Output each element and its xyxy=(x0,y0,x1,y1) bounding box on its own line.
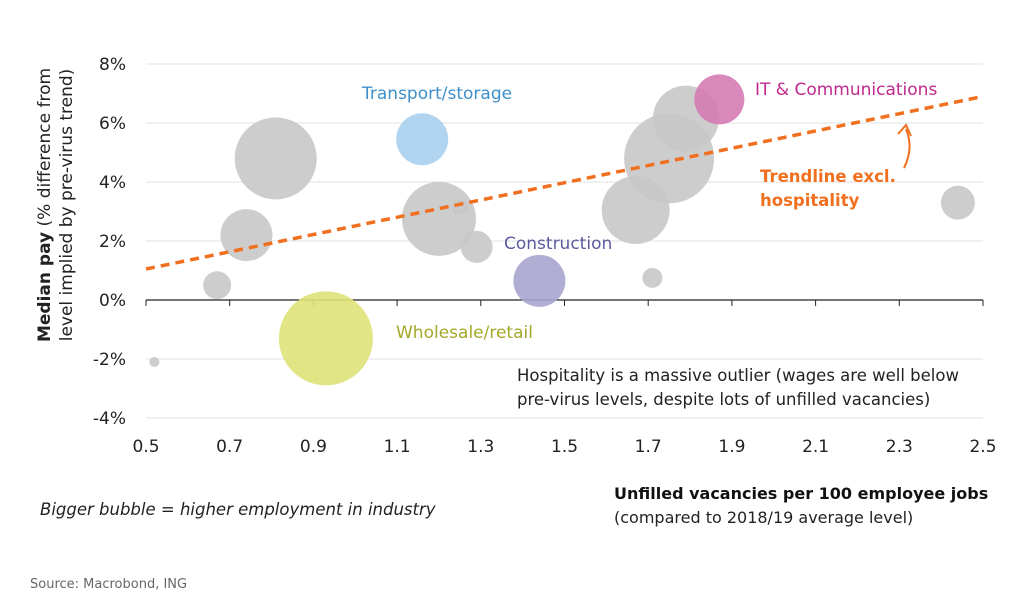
trend-arrow-icon xyxy=(903,128,911,169)
x-tick-label: 2.1 xyxy=(802,437,829,457)
y-axis-title-line2: level implied by pre-virus trend) xyxy=(57,69,77,342)
x-tick-labels: 0.5 0.7 0.9 1.1 1.3 1.5 1.7 1.9 2.1 2.3 2.5 xyxy=(132,437,996,457)
bubble-it-communications xyxy=(694,74,745,125)
x-tick-label: 1.9 xyxy=(718,437,745,457)
source-note: Source: Macrobond, ING xyxy=(30,577,187,592)
x-tick-label: 1.5 xyxy=(551,437,578,457)
x-tick-label: 0.5 xyxy=(132,437,159,457)
trendline-label-line2: hospitality xyxy=(760,191,860,210)
bubble xyxy=(451,199,468,216)
label-construction: Construction xyxy=(504,234,612,254)
x-tick-label: 2.3 xyxy=(886,437,913,457)
bubble xyxy=(940,185,975,220)
y-tick-labels: 8% 6% 4% 2% 0% -2% -4% xyxy=(93,55,126,429)
x-axis-subtitle: (compared to 2018/19 average level) xyxy=(614,508,913,527)
label-it-communications: IT & Communications xyxy=(755,80,937,100)
bubble xyxy=(234,117,317,200)
y-tick-label: -4% xyxy=(93,409,126,429)
label-wholesale-retail: Wholesale/retail xyxy=(396,323,533,343)
x-tick-marks xyxy=(145,300,984,306)
x-axis-title: Unfilled vacancies per 100 employee jobs xyxy=(614,484,988,503)
y-tick-label: 4% xyxy=(99,173,126,193)
x-tick-label: 0.9 xyxy=(300,437,327,457)
bubble-size-note: Bigger bubble = higher employment in ind… xyxy=(40,500,436,519)
bubble xyxy=(203,271,232,300)
y-tick-label: 6% xyxy=(99,114,126,134)
label-transport-storage: Transport/storage xyxy=(361,84,512,104)
x-tick-label: 1.7 xyxy=(635,437,662,457)
bubble-wholesale-retail xyxy=(278,291,373,386)
x-tick-label: 1.1 xyxy=(384,437,411,457)
bubble xyxy=(149,356,160,367)
y-tick-label: -2% xyxy=(93,350,126,370)
annotation-line1: Hospitality is a massive outlier (wages … xyxy=(517,366,959,385)
trendline xyxy=(145,94,984,271)
bubbles xyxy=(149,74,975,386)
y-tick-label: 8% xyxy=(99,55,126,75)
trendline-label-line1: Trendline excl. xyxy=(760,167,896,186)
bubble-transport-storage xyxy=(396,113,449,166)
bubble-construction xyxy=(513,254,566,307)
y-tick-label: 2% xyxy=(99,232,126,252)
bubble xyxy=(642,267,663,288)
bubble xyxy=(460,230,493,263)
x-tick-label: 1.3 xyxy=(467,437,494,457)
y-tick-label: 0% xyxy=(99,291,126,311)
bubble xyxy=(220,209,273,262)
x-tick-label: 2.5 xyxy=(969,437,996,457)
y-axis-title-bold: Median pay xyxy=(35,232,55,342)
y-axis-title-line1: Median pay (% difference from xyxy=(35,68,55,342)
x-tick-label: 0.7 xyxy=(216,437,243,457)
annotation-line2: pre-virus levels, despite lots of unfill… xyxy=(517,390,930,409)
y-axis-title-rest: (% difference from xyxy=(35,68,55,232)
trend-arrow-head-icon xyxy=(897,123,912,137)
